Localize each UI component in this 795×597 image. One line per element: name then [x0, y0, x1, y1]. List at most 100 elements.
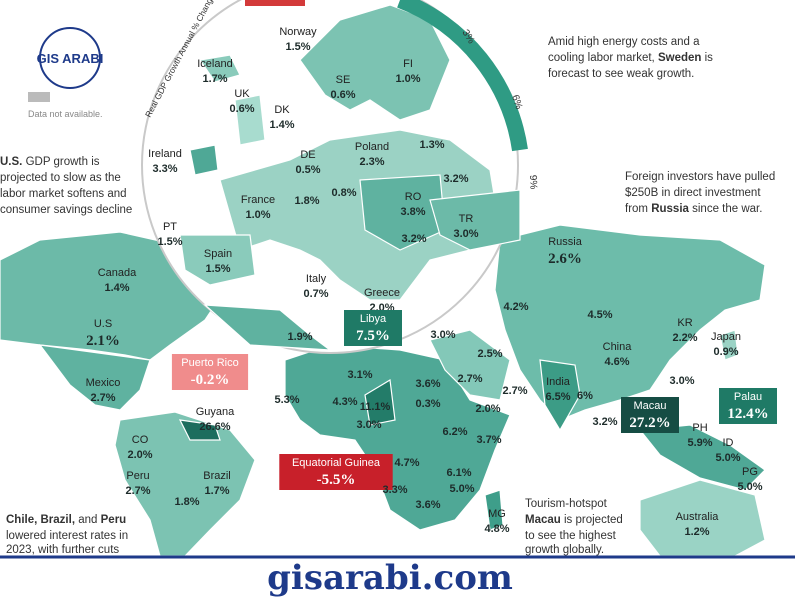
iceland [198, 54, 241, 83]
india [539, 359, 581, 432]
nordics [299, 4, 451, 121]
country-label: 5.3% [274, 394, 299, 406]
country-name: CO [132, 434, 149, 446]
country-label: 1.9% [287, 331, 312, 343]
country-label: 0.3% [415, 398, 440, 410]
country-label: 2.0% [475, 403, 500, 415]
country-label: 2.5% [477, 348, 502, 360]
country-value: -0.2% [191, 372, 230, 388]
country-label: 6.2% [442, 426, 467, 438]
country-name: Mexico [86, 377, 121, 389]
country-value: 12.4% [727, 406, 768, 422]
note-line: $250B in direct investment [625, 187, 761, 199]
country-label: Spain 1.5% [204, 248, 232, 275]
country-value: 0.9% [713, 346, 738, 358]
country-value: 1.5% [285, 41, 310, 53]
note-line: Chile, Brazil, and Peru [6, 514, 126, 526]
country-value: 1.0% [245, 209, 270, 221]
japan [719, 329, 739, 361]
label-box [719, 388, 777, 424]
country-value: 1.0% [395, 73, 420, 85]
country-label: Equatorial Guinea -5.5% [279, 454, 393, 490]
country-value: 3.3% [382, 484, 407, 496]
country-value: 3.0% [453, 228, 478, 240]
country-label: 3.2% [443, 173, 468, 185]
country-label: PG 5.0% [737, 466, 762, 493]
country-value: 4.5% [587, 309, 612, 321]
country-value: 4.7% [394, 457, 419, 469]
country-label: Japan 0.9% [711, 331, 741, 358]
country-value: 6.2% [442, 426, 467, 438]
land [0, 224, 766, 557]
country-value: 3.8% [400, 206, 425, 218]
country-value: 3.1% [347, 369, 372, 381]
country-value: 1.4% [104, 282, 129, 294]
scale-negative [245, 0, 305, 6]
country-label: UK 0.6% [229, 88, 254, 115]
country-label: U.S 2.1% [86, 318, 120, 349]
country-value: 0.7% [303, 288, 328, 300]
country-label: Norway 1.5% [279, 26, 317, 53]
country-label: ID 5.0% [715, 437, 740, 464]
country-label: 3.7% [476, 434, 501, 446]
country-label: PT 1.5% [157, 221, 182, 248]
country-value: 1.7% [204, 485, 229, 497]
country-value: 2.5% [477, 348, 502, 360]
country-name: Canada [98, 267, 137, 279]
north-africa [203, 304, 332, 351]
country-label: 4.2% [503, 301, 528, 313]
country-value: 3.2% [401, 233, 426, 245]
country-label: 1.3% [419, 139, 444, 151]
country-name: Italy [306, 273, 327, 285]
note-line: to see the highest [525, 530, 617, 542]
country-value: 3.0% [430, 329, 455, 341]
country-value: 26.6% [199, 421, 230, 433]
country-label: France 1.0% [241, 194, 275, 221]
country-label: Iceland 1.7% [197, 58, 232, 85]
country-label: 3.3% [382, 484, 407, 496]
europe [179, 4, 521, 351]
scale-arc [397, 0, 528, 152]
east-europe [359, 174, 446, 251]
country-name: Ireland [148, 148, 182, 160]
country-label: 3.0% [430, 329, 455, 341]
country-label: DK 1.4% [269, 104, 294, 131]
note-line: Amid high energy costs and a [548, 36, 700, 48]
country-label: DE 0.5% [295, 149, 320, 176]
country-label: CO 2.0% [127, 434, 152, 461]
country-value: 2.0% [127, 449, 152, 461]
country-label: Poland 2.3% [355, 141, 389, 168]
country-name: Libya [360, 313, 387, 325]
note-line: Macau is projected [525, 514, 623, 526]
country-label: 3.2% [401, 233, 426, 245]
country-label: 0.8% [331, 187, 356, 199]
country-label: 2.7% [457, 373, 482, 385]
country-label: Russia 2.6% [548, 236, 583, 267]
country-label: Australia 1.2% [676, 511, 720, 538]
country-label: 3.6% [415, 378, 440, 390]
country-value: 2.6% [548, 251, 582, 267]
country-label: PH 5.9% [687, 422, 712, 449]
country-name: Peru [126, 470, 149, 482]
country-label: 4.3% [332, 396, 357, 408]
country-value: 0.6% [229, 103, 254, 115]
country-label: Ireland 3.3% [148, 148, 182, 175]
iberia [179, 234, 256, 286]
country-value: 3.0% [356, 419, 381, 431]
country-value: 1.8% [294, 195, 319, 207]
country-label: India 6.5% [545, 376, 570, 403]
country-value: 1.9% [287, 331, 312, 343]
country-value: 0.5% [295, 164, 320, 176]
logo: GIS ARABI [37, 27, 103, 89]
labels: Norway 1.5% Iceland 1.7% FI 1.0% SE 0.6% UK 0.6% D… [86, 26, 777, 538]
country-value: 5.0% [737, 481, 762, 493]
country-value: 1.8% [174, 496, 199, 508]
country-label: FI 1.0% [395, 58, 420, 85]
country-value: 0.6% [330, 89, 355, 101]
country-name: Poland [355, 141, 389, 153]
country-name: Iceland [197, 58, 232, 70]
country-value: 4.8% [484, 523, 509, 535]
country-value: 7.5% [356, 328, 390, 344]
note-line: lowered interest rates in [6, 530, 128, 542]
footer-site: gisarabi.com [267, 558, 513, 597]
